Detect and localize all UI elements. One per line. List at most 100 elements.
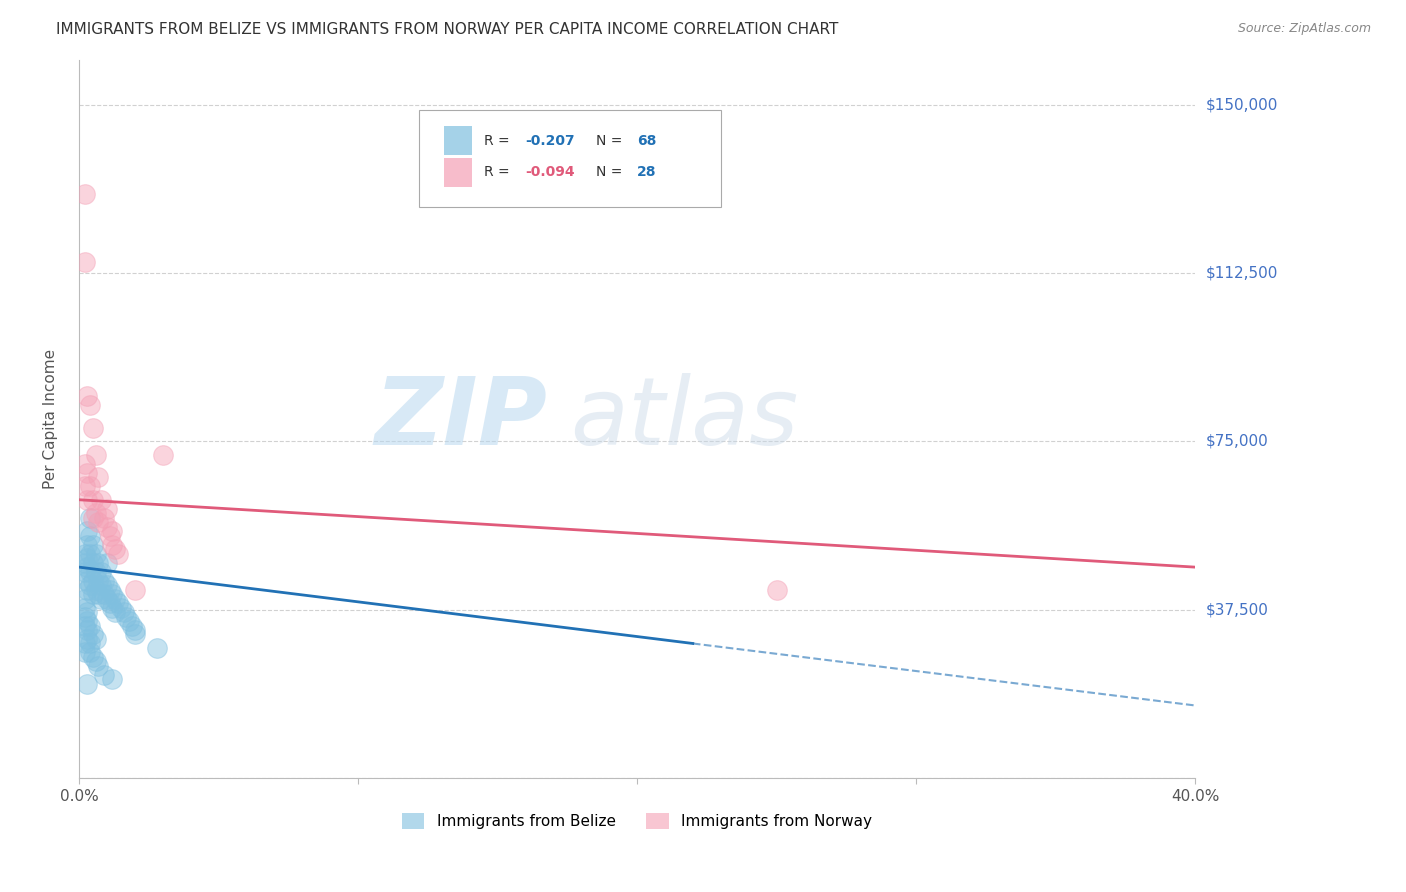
Point [79,399,101,413]
Point [84,547,107,561]
Point [87,515,110,529]
Point [76,551,98,566]
Point [76,632,98,646]
Text: ZIP: ZIP [375,373,548,465]
Point [107,547,129,561]
Point [96,578,118,592]
Point [76,605,98,619]
Point [90,492,112,507]
Text: atlas: atlas [569,374,799,465]
Point [93,587,115,601]
Point [90,578,112,592]
Point [79,529,101,543]
Point [96,501,118,516]
Point [79,618,101,632]
Point [76,389,98,403]
Point [76,623,98,637]
Point [90,591,112,606]
Point [79,645,101,659]
Point [76,677,98,691]
Point [124,582,146,597]
Point [82,627,104,641]
Point [96,519,118,533]
Point [79,547,101,561]
Point [84,506,107,520]
Point [90,565,112,579]
Legend: Immigrants from Belize, Immigrants from Norway: Immigrants from Belize, Immigrants from … [395,807,879,835]
Point [110,600,132,615]
Text: R =: R = [484,165,515,179]
Point [82,649,104,664]
Point [93,668,115,682]
Point [82,556,104,570]
Text: $75,000: $75,000 [1206,434,1268,449]
FancyBboxPatch shape [419,110,721,207]
Point [79,510,101,524]
Point [93,510,115,524]
Text: $150,000: $150,000 [1206,97,1278,112]
Point [82,587,104,601]
Point [87,574,110,588]
Point [98,582,121,597]
Point [84,655,107,669]
Point [73,556,96,570]
Point [82,574,104,588]
Text: N =: N = [596,134,627,148]
Point [79,578,101,592]
FancyBboxPatch shape [444,127,472,155]
Point [101,587,124,601]
Point [124,623,146,637]
Point [76,492,98,507]
Point [84,632,107,646]
FancyBboxPatch shape [444,158,472,186]
Point [104,605,127,619]
Point [101,673,124,687]
Point [73,600,96,615]
Text: $112,500: $112,500 [1206,266,1278,280]
Point [107,596,129,610]
Point [76,560,98,574]
Point [104,591,127,606]
Point [79,479,101,493]
Point [98,596,121,610]
Point [87,470,110,484]
Point [76,614,98,628]
Point [101,538,124,552]
Point [73,609,96,624]
Point [82,510,104,524]
Point [87,587,110,601]
Text: N =: N = [596,165,627,179]
Text: 68: 68 [637,134,657,148]
Text: R =: R = [484,134,515,148]
Point [73,457,96,471]
Text: -0.207: -0.207 [526,134,575,148]
Point [79,565,101,579]
Point [98,529,121,543]
Point [76,524,98,539]
Point [121,618,143,632]
Point [84,565,107,579]
Point [73,565,96,579]
Point [87,659,110,673]
Point [82,538,104,552]
Point [104,542,127,557]
Point [76,466,98,480]
Point [93,574,115,588]
Text: $37,500: $37,500 [1206,602,1270,617]
Text: -0.094: -0.094 [526,165,575,179]
Point [118,614,141,628]
Point [124,627,146,641]
Point [76,538,98,552]
Point [146,640,169,655]
Point [96,591,118,606]
Point [76,582,98,597]
Point [87,556,110,570]
Point [152,448,174,462]
Point [73,479,96,493]
Point [79,636,101,650]
Point [101,524,124,539]
Point [73,547,96,561]
Point [82,492,104,507]
Text: IMMIGRANTS FROM BELIZE VS IMMIGRANTS FROM NORWAY PER CAPITA INCOME CORRELATION C: IMMIGRANTS FROM BELIZE VS IMMIGRANTS FRO… [56,22,838,37]
Point [73,636,96,650]
